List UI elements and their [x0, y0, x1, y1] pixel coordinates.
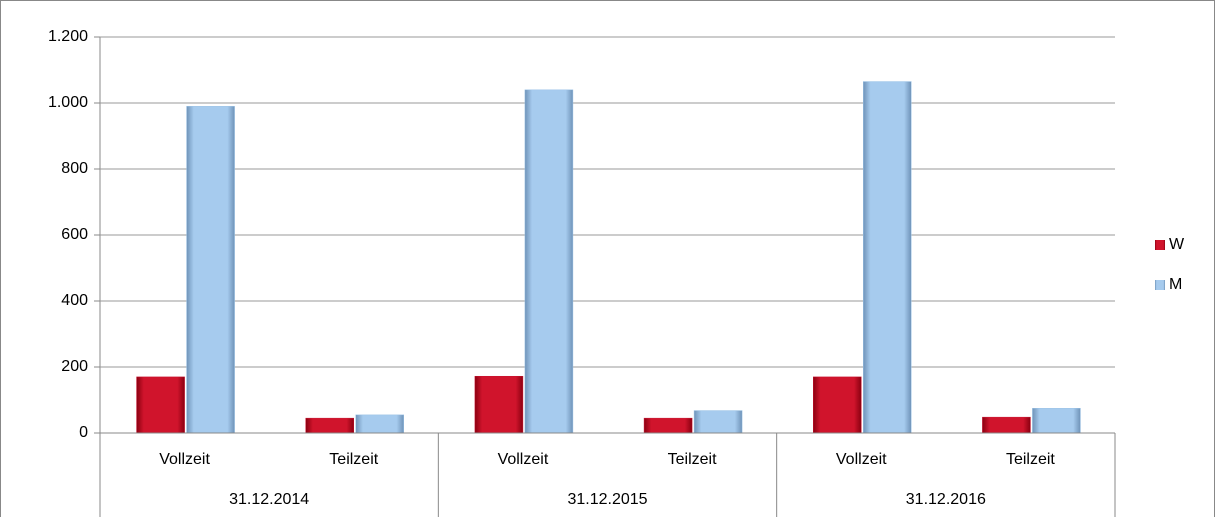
y-tick-label: 400 [61, 292, 88, 309]
bar [305, 417, 354, 434]
legend-swatch [1155, 280, 1165, 290]
bar [693, 410, 743, 434]
bar [355, 414, 404, 434]
group-label: 31.12.2014 [229, 491, 309, 508]
bar [186, 106, 235, 434]
x-tick-label: Vollzeit [159, 451, 210, 468]
x-tick-label: Teilzeit [1006, 451, 1055, 468]
bar [643, 417, 693, 434]
legend-swatch [1155, 240, 1165, 250]
legend-label: M [1169, 276, 1182, 293]
x-tick-label: Vollzeit [498, 451, 549, 468]
y-tick-label: 800 [61, 160, 88, 177]
bar [1032, 408, 1081, 434]
x-tick-label: Teilzeit [329, 451, 378, 468]
bar [982, 416, 1031, 434]
y-tick-label: 600 [61, 226, 88, 243]
bar [524, 89, 574, 434]
bar [136, 376, 185, 434]
y-tick-label: 1.200 [48, 28, 88, 45]
y-tick-label: 1.000 [48, 94, 88, 111]
group-label: 31.12.2015 [567, 491, 647, 508]
bar [813, 376, 862, 434]
group-label: 31.12.2016 [906, 491, 986, 508]
y-tick-label: 200 [61, 358, 88, 375]
legend-label: W [1169, 236, 1185, 253]
x-tick-label: Vollzeit [836, 451, 887, 468]
bar [474, 375, 524, 434]
bar [863, 81, 912, 434]
x-tick-label: Teilzeit [668, 451, 717, 468]
y-tick-label: 0 [79, 424, 88, 441]
